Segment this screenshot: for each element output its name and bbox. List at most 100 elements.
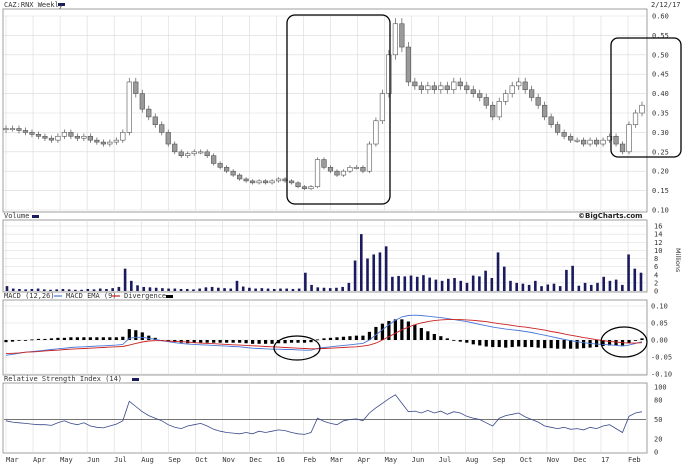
volume-panel-frame	[2, 219, 648, 293]
price-candle	[262, 180, 269, 184]
macd-divergence-bar	[510, 340, 514, 348]
price-candle	[580, 139, 587, 145]
volume-bar	[111, 288, 114, 291]
macd-divergence-bar	[62, 337, 67, 340]
price-candle	[29, 132, 35, 135]
price-candle	[100, 141, 106, 145]
x-tick-label: Sep	[493, 456, 506, 464]
volume-bar	[471, 275, 475, 291]
volume-bar	[366, 258, 369, 291]
macd-divergence-bar	[594, 340, 599, 348]
macd-divergence-bar	[309, 340, 313, 343]
macd-tick-label: 0.00	[651, 337, 668, 345]
volume-bar	[490, 278, 494, 291]
volume-bar	[80, 289, 83, 291]
x-tick-label: Nov	[222, 456, 235, 464]
volume-tick-label: 12	[654, 239, 662, 247]
macd-divergence-bar	[478, 340, 482, 346]
volume-bar	[391, 276, 394, 291]
volume-tick-label: 14	[654, 231, 662, 239]
volume-bars	[5, 234, 643, 291]
x-tick-label: Apr	[33, 456, 46, 464]
macd-divergence-bar	[225, 340, 229, 343]
macd-divergence-bar	[439, 336, 443, 340]
macd-divergence-bar	[361, 335, 365, 340]
macd-divergence-bar	[4, 340, 8, 343]
rsi-title: Relative Strength Index (14)	[4, 375, 122, 383]
volume-bar	[602, 276, 606, 291]
volume-bar	[484, 270, 487, 291]
x-tick-label: Feb	[628, 456, 641, 464]
rsi-tick-label: 100	[654, 384, 667, 392]
macd-divergence-bar	[581, 340, 586, 349]
rsi-tick-label: 20	[654, 436, 662, 444]
volume-bar	[142, 286, 146, 291]
macd-divergence-bar	[627, 340, 631, 344]
macd-divergence-bar	[82, 337, 86, 340]
price-candle	[477, 93, 483, 98]
volume-bar	[322, 287, 326, 291]
volume-bar	[241, 286, 245, 291]
x-tick-label: Nov	[547, 456, 560, 464]
macd-divergence-bar	[17, 340, 21, 341]
macd-divergence-bar	[523, 340, 527, 348]
macd-divergence-bar	[30, 339, 34, 341]
price-candle	[334, 170, 340, 176]
macd-divergence-bar	[251, 340, 255, 344]
volume-bar	[447, 278, 450, 291]
macd-divergence-bar	[341, 336, 346, 340]
volume-bar	[210, 286, 214, 291]
macd-divergence-bar	[43, 338, 47, 340]
volume-bar	[86, 288, 90, 291]
macd-divergence-bar	[517, 340, 521, 347]
price-candle	[269, 180, 275, 184]
price-candle	[87, 135, 93, 141]
macd-divergence-bar	[406, 321, 410, 340]
macd-tick-label: 0.05	[651, 320, 668, 328]
volume-bar	[260, 288, 264, 291]
price-candle	[574, 139, 580, 142]
price-candle	[451, 81, 457, 91]
macd-divergence-bar	[238, 340, 242, 343]
volume-bar	[465, 282, 469, 291]
price-tick-label: 0.25	[652, 148, 669, 156]
volume-bar	[496, 252, 500, 291]
macd-divergence-bar	[134, 330, 138, 340]
macd-tick-label: 0.10	[651, 303, 668, 311]
macd-divergence-bar	[49, 338, 54, 340]
volume-bar	[415, 276, 419, 291]
volume-bar	[198, 288, 201, 291]
volume-bar	[291, 288, 295, 291]
price-candle	[178, 151, 184, 156]
price-candle	[16, 128, 22, 131]
macd-divergence-bar	[465, 340, 469, 343]
price-candle	[327, 167, 334, 172]
rsi-series	[4, 394, 646, 435]
volume-bar	[614, 279, 618, 291]
price-candle	[392, 23, 398, 56]
price-candle	[379, 93, 386, 122]
x-tick-label: Mar	[331, 456, 344, 464]
macd-divergence-bar	[302, 340, 307, 343]
volume-bar	[558, 286, 562, 291]
volume-bar	[304, 272, 307, 291]
price-candle	[308, 186, 314, 189]
macd-divergence-bar	[101, 337, 105, 340]
macd-divergence-bar	[562, 340, 566, 349]
macd-divergence-bar	[471, 340, 475, 345]
volume-bar	[217, 287, 220, 291]
volume-bar	[272, 288, 276, 291]
volume-bar	[229, 288, 233, 291]
macd-divergence-bar	[36, 338, 41, 340]
volume-bar	[428, 277, 431, 291]
volume-bar	[204, 287, 208, 291]
price-candle	[48, 137, 55, 141]
volume-bar	[633, 268, 637, 291]
macd-divergence-bar	[530, 340, 534, 348]
price-candle	[321, 159, 327, 168]
price-candle	[120, 132, 126, 141]
macd-divergence-bar	[276, 340, 281, 344]
x-tick-label: Oct	[195, 456, 208, 464]
price-candle	[133, 81, 139, 94]
macd-divergence-bar	[607, 340, 612, 346]
